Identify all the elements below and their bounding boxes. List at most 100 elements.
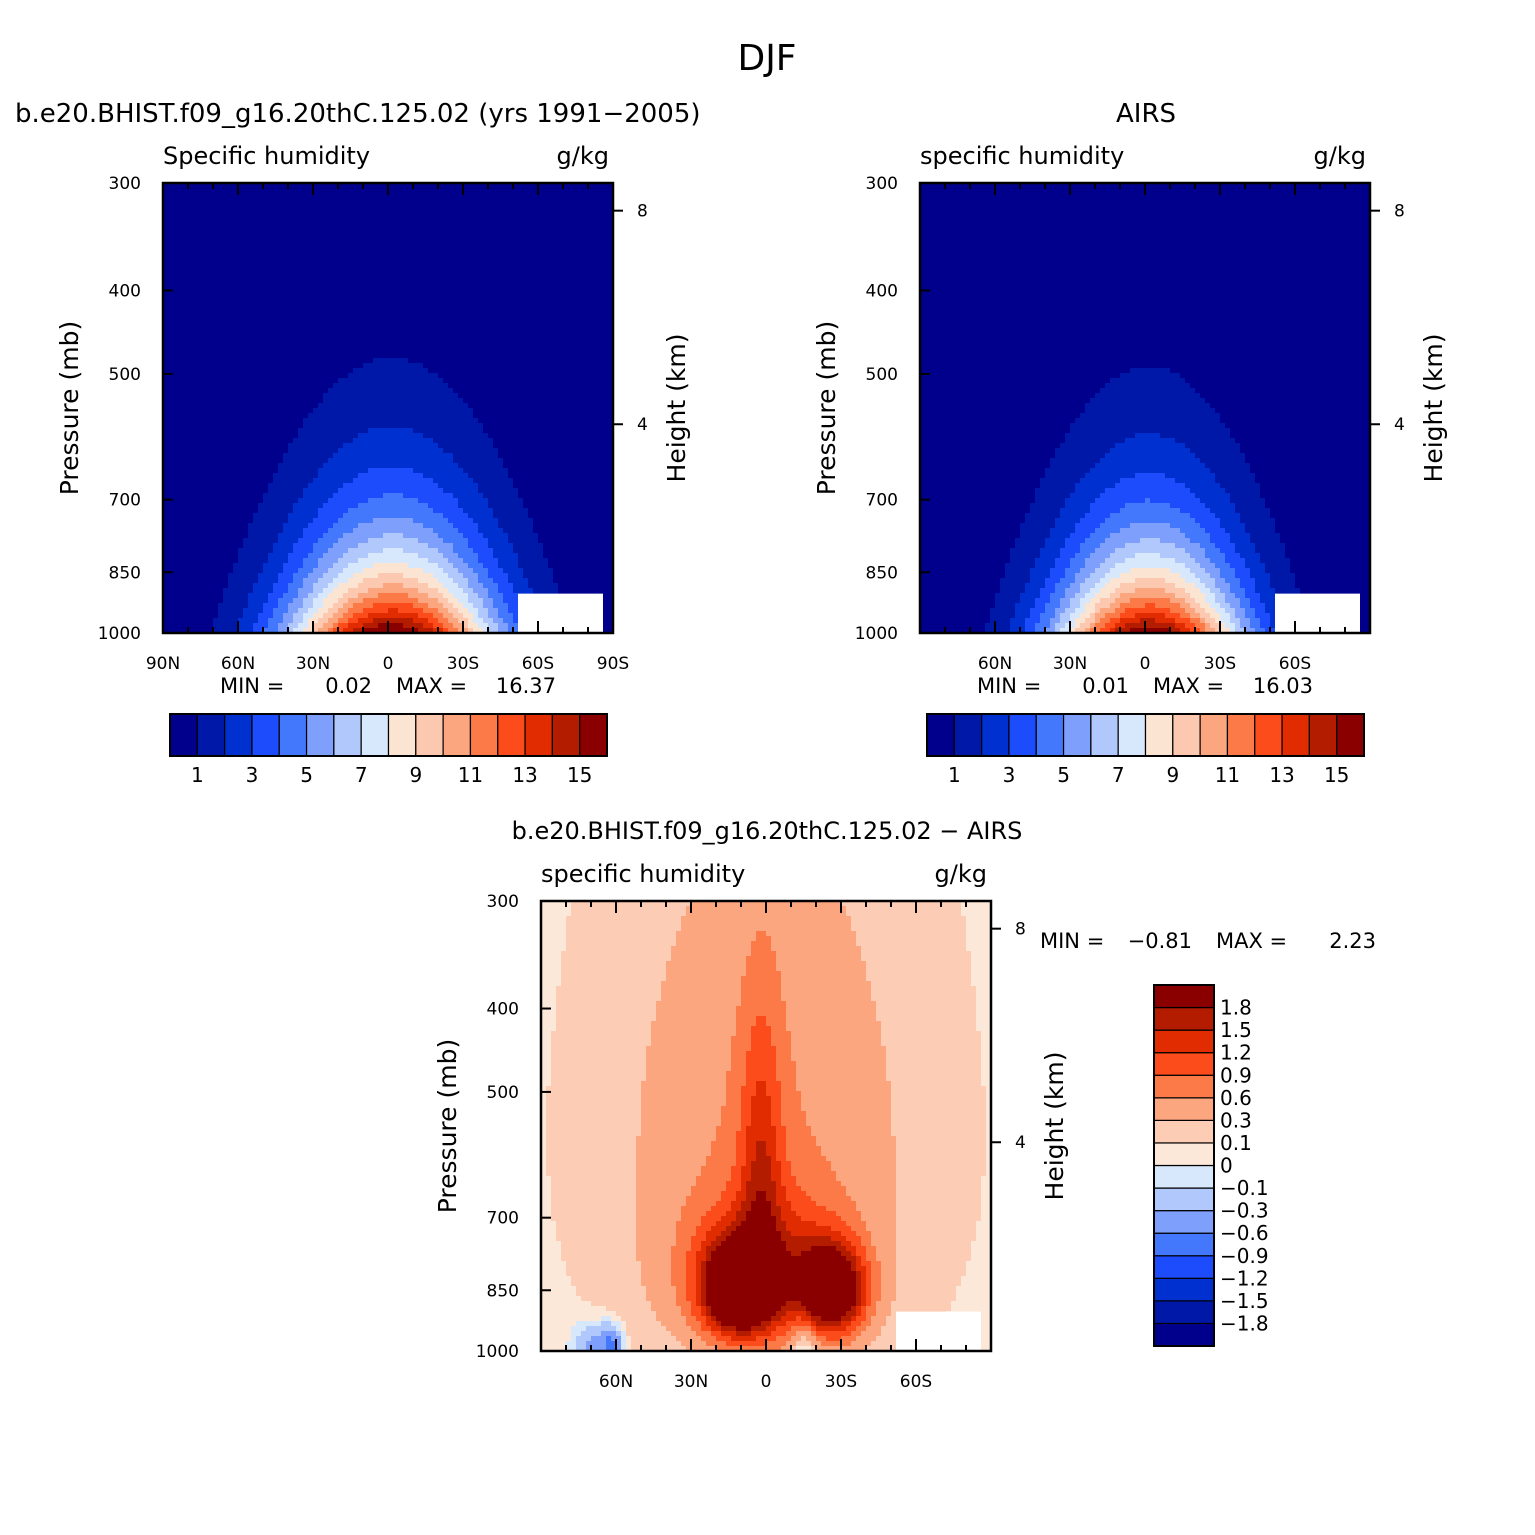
field-cell (273, 403, 279, 409)
field-cell (408, 278, 414, 284)
field-cell (343, 398, 349, 404)
field-cell (198, 328, 204, 334)
field-cell (168, 303, 174, 309)
field-cell (308, 408, 314, 414)
field-cell (483, 333, 489, 339)
field-cell (538, 428, 544, 434)
field-cell (188, 358, 194, 364)
field-cell (278, 433, 284, 439)
field-cell (308, 398, 314, 404)
field-cell (573, 448, 579, 454)
field-cell (313, 253, 319, 259)
field-cell (273, 258, 279, 264)
field-cell (333, 203, 339, 209)
field-cell (488, 208, 494, 214)
field-cell (468, 408, 474, 414)
field-cell (303, 458, 309, 464)
field-cell (313, 248, 319, 254)
field-cell (248, 328, 254, 334)
field-cell (348, 298, 354, 304)
field-cell (323, 238, 329, 244)
field-cell (558, 253, 564, 259)
field-cell (273, 423, 279, 429)
field-cell (363, 333, 369, 339)
field-cell (518, 213, 524, 219)
field-cell (308, 238, 314, 244)
field-cell (548, 413, 554, 419)
field-cell (258, 313, 264, 319)
field-cell (588, 228, 594, 234)
field-cell (588, 443, 594, 449)
field-cell (533, 418, 539, 424)
field-cell (248, 353, 254, 359)
field-cell (583, 408, 589, 414)
field-cell (338, 428, 344, 434)
field-cell (293, 358, 299, 364)
field-cell (398, 278, 404, 284)
field-cell (238, 238, 244, 244)
field-cell (213, 298, 219, 304)
field-cell (593, 218, 599, 224)
field-cell (363, 193, 369, 199)
field-cell (263, 268, 269, 274)
field-cell (438, 408, 444, 414)
field-cell (513, 438, 519, 444)
field-cell (378, 418, 384, 424)
field-cell (203, 203, 209, 209)
field-cell (188, 428, 194, 434)
field-cell (493, 418, 499, 424)
field-cell (463, 353, 469, 359)
field-cell (563, 308, 569, 314)
field-cell (308, 283, 314, 289)
field-cell (273, 368, 279, 374)
field-cell (528, 273, 534, 279)
field-cell (288, 238, 294, 244)
field-cell (358, 378, 364, 384)
field-cell (388, 208, 394, 214)
field-cell (508, 388, 514, 394)
field-cell (563, 323, 569, 329)
field-cell (583, 423, 589, 429)
contour-field (163, 183, 614, 634)
field-cell (303, 278, 309, 284)
field-cell (503, 308, 509, 314)
field-cell (308, 228, 314, 234)
field-cell (303, 268, 309, 274)
field-cell (203, 348, 209, 354)
field-cell (578, 338, 584, 344)
field-cell (373, 328, 379, 334)
field-cell (363, 368, 369, 374)
field-cell (548, 303, 554, 309)
field-cell (468, 423, 474, 429)
field-cell (263, 218, 269, 224)
field-cell (238, 313, 244, 319)
field-cell (448, 378, 454, 384)
field-cell (513, 293, 519, 299)
field-cell (463, 288, 469, 294)
field-cell (248, 343, 254, 349)
field-cell (253, 398, 259, 404)
field-cell (588, 373, 594, 379)
field-cell (513, 228, 519, 234)
field-cell (208, 258, 214, 264)
field-cell (498, 293, 504, 299)
field-cell (603, 383, 609, 389)
field-cell (258, 233, 264, 239)
field-cell (303, 453, 309, 459)
field-cell (478, 248, 484, 254)
field-cell (473, 393, 479, 399)
field-cell (518, 453, 524, 459)
field-cell (183, 283, 189, 289)
field-cell (528, 423, 534, 429)
field-cell (283, 343, 289, 349)
field-cell (558, 208, 564, 214)
field-cell (298, 348, 304, 354)
field-cell (268, 363, 274, 369)
field-cell (518, 413, 524, 419)
field-cell (463, 228, 469, 234)
field-cell (178, 328, 184, 334)
field-cell (518, 428, 524, 434)
field-cell (473, 278, 479, 284)
field-cell (188, 253, 194, 259)
field-cell (208, 338, 214, 344)
